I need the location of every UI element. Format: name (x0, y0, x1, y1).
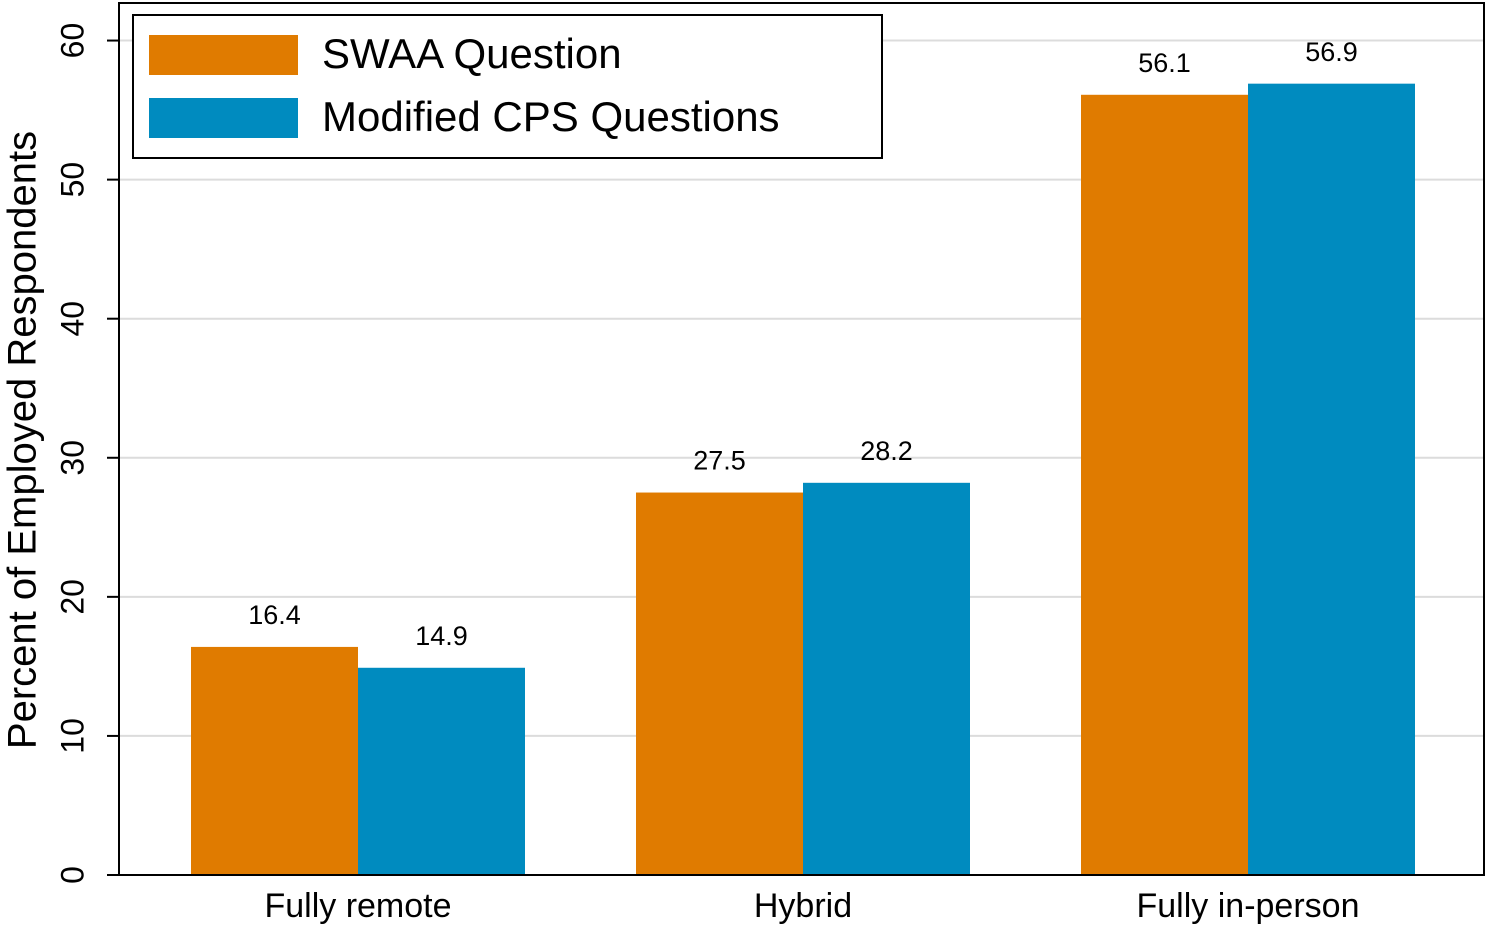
bar (1081, 94, 1248, 875)
x-tick-label: Fully in-person (1137, 887, 1360, 925)
legend-label: Modified CPS Questions (322, 93, 780, 140)
value-label: 28.2 (860, 436, 913, 466)
bar (1248, 83, 1415, 876)
bar (803, 482, 970, 875)
value-label: 16.4 (248, 600, 301, 630)
value-label: 27.5 (693, 446, 746, 476)
bar (636, 492, 803, 875)
y-tick-label: 60 (54, 23, 90, 59)
legend-swatch (149, 35, 298, 75)
y-tick-label: 30 (54, 440, 90, 476)
y-tick-label: 0 (54, 866, 90, 884)
y-tick-label: 20 (54, 579, 90, 615)
value-label: 56.9 (1305, 37, 1358, 67)
legend-swatch (149, 98, 298, 138)
y-tick-label: 10 (54, 718, 90, 754)
y-axis-label: Percent of Employed Respondents (1, 131, 45, 749)
y-tick-label: 50 (54, 162, 90, 198)
x-tick-label: Fully remote (264, 887, 451, 925)
plot-frame (118, 2, 1485, 876)
value-label: 14.9 (415, 621, 468, 651)
bar (358, 667, 525, 875)
value-label: 56.1 (1138, 48, 1191, 78)
x-tick-label: Hybrid (754, 887, 852, 925)
y-tick-label: 40 (54, 301, 90, 337)
legend-label: SWAA Question (322, 30, 622, 77)
bar (191, 646, 358, 875)
